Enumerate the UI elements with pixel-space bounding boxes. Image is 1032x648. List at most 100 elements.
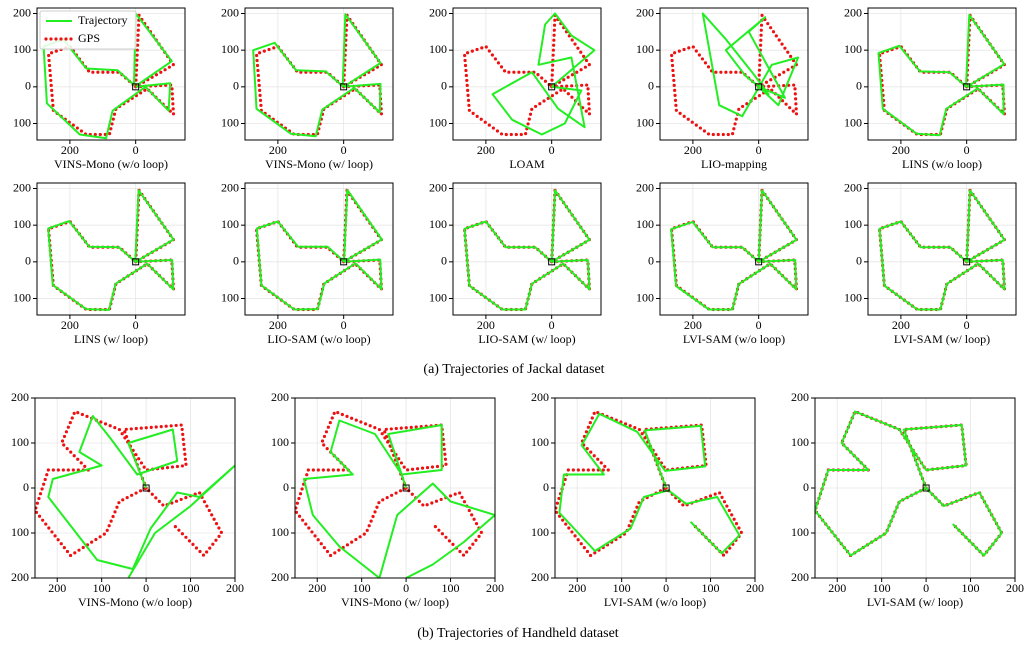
figure-caption: (b) Trajectories of Handheld dataset bbox=[417, 626, 618, 641]
x-tick-label: 0 bbox=[964, 143, 970, 157]
y-tick-label: 100 bbox=[429, 115, 447, 129]
y-tick-label: 0 bbox=[441, 79, 447, 93]
start-marker bbox=[142, 484, 150, 492]
y-tick-label: 100 bbox=[636, 217, 654, 231]
x-tick-label: 100 bbox=[702, 581, 720, 595]
x-tick-label: 200 bbox=[486, 581, 504, 595]
y-tick-label: 200 bbox=[221, 180, 239, 194]
x-tick-label: 0 bbox=[964, 318, 970, 332]
gps-points bbox=[815, 409, 1004, 558]
x-axis-label: LVI-SAM (w/ loop) bbox=[894, 332, 990, 346]
start-marker bbox=[402, 484, 410, 492]
x-tick-label: 0 bbox=[341, 143, 347, 157]
x-tick-label: 200 bbox=[269, 318, 287, 332]
trajectory-line bbox=[815, 410, 1003, 557]
y-tick-label: 0 bbox=[233, 254, 239, 268]
x-tick-label: 200 bbox=[477, 318, 495, 332]
y-tick-label: 100 bbox=[221, 115, 239, 129]
axes-frame bbox=[244, 7, 394, 141]
x-tick-label: 200 bbox=[892, 143, 910, 157]
x-tick-label: 200 bbox=[1006, 581, 1024, 595]
gps-points bbox=[35, 409, 224, 558]
axes-frame bbox=[659, 7, 809, 141]
trajectory-line bbox=[252, 13, 382, 138]
trajectory-line bbox=[878, 189, 1006, 311]
x-axis-label: VINS-Mono (w/ loop) bbox=[265, 157, 373, 171]
y-tick-label: 0 bbox=[856, 254, 862, 268]
x-axis-label: LINS (w/o loop) bbox=[902, 157, 982, 171]
x-axis-label: VINS-Mono (w/ loop) bbox=[341, 595, 449, 609]
x-tick-label: 0 bbox=[143, 581, 149, 595]
y-tick-label: 200 bbox=[429, 180, 447, 194]
y-tick-label: 0 bbox=[233, 79, 239, 93]
y-tick-label: 200 bbox=[11, 390, 29, 404]
x-tick-label: 200 bbox=[308, 581, 326, 595]
x-tick-label: 200 bbox=[892, 318, 910, 332]
x-tick-label: 100 bbox=[613, 581, 631, 595]
axes-frame bbox=[867, 7, 1017, 141]
trajectory-line bbox=[47, 415, 235, 578]
start-marker bbox=[340, 258, 348, 266]
start-marker bbox=[755, 258, 763, 266]
x-axis-label: LVI-SAM (w/o loop) bbox=[683, 332, 785, 346]
x-tick-label: 200 bbox=[269, 143, 287, 157]
y-tick-label: 200 bbox=[531, 390, 549, 404]
y-tick-label: 200 bbox=[429, 5, 447, 19]
y-tick-label: 100 bbox=[844, 290, 862, 304]
axes-frame bbox=[244, 182, 394, 316]
y-tick-label: 0 bbox=[23, 480, 29, 494]
axes-frame bbox=[554, 397, 756, 579]
trajectory-line bbox=[463, 189, 591, 311]
y-tick-label: 200 bbox=[13, 5, 31, 19]
x-tick-label: 0 bbox=[923, 581, 929, 595]
axes-frame bbox=[34, 397, 236, 579]
y-tick-label: 0 bbox=[803, 480, 809, 494]
start-marker bbox=[963, 258, 971, 266]
y-tick-label: 0 bbox=[856, 79, 862, 93]
x-tick-label: 0 bbox=[133, 318, 139, 332]
gps-points bbox=[669, 13, 799, 137]
start-marker bbox=[548, 83, 556, 91]
axes-frame bbox=[452, 182, 602, 316]
y-tick-label: 100 bbox=[13, 115, 31, 129]
axes-frame bbox=[294, 397, 496, 579]
trajectory-line bbox=[701, 12, 800, 118]
x-tick-label: 200 bbox=[48, 581, 66, 595]
y-tick-label: 100 bbox=[221, 42, 239, 56]
y-tick-label: 0 bbox=[25, 79, 31, 93]
x-tick-label: 0 bbox=[756, 318, 762, 332]
trajectory-line bbox=[302, 419, 495, 578]
x-axis-label: VINS-Mono (w/o loop) bbox=[54, 157, 168, 171]
x-tick-label: 0 bbox=[663, 581, 669, 595]
x-tick-label: 200 bbox=[61, 143, 79, 157]
axes-frame bbox=[814, 397, 1016, 579]
x-axis-label: LOAM bbox=[509, 157, 545, 171]
legend-label: GPS bbox=[78, 31, 100, 45]
x-tick-label: 200 bbox=[684, 143, 702, 157]
y-tick-label: 100 bbox=[791, 525, 809, 539]
gps-points bbox=[295, 409, 484, 558]
y-tick-label: 100 bbox=[221, 290, 239, 304]
trajectory-line bbox=[491, 12, 596, 136]
axes-frame bbox=[867, 182, 1017, 316]
y-tick-label: 100 bbox=[221, 217, 239, 231]
start-marker bbox=[132, 258, 140, 266]
axes-frame bbox=[452, 7, 602, 141]
x-tick-label: 100 bbox=[442, 581, 460, 595]
x-axis-label: LVI-SAM (w/ loop) bbox=[867, 595, 963, 609]
y-tick-label: 0 bbox=[283, 480, 289, 494]
x-tick-label: 200 bbox=[477, 143, 495, 157]
y-tick-label: 100 bbox=[13, 290, 31, 304]
y-tick-label: 100 bbox=[636, 42, 654, 56]
x-axis-label: VINS-Mono (w/o loop) bbox=[78, 595, 192, 609]
x-tick-label: 200 bbox=[568, 581, 586, 595]
y-tick-label: 100 bbox=[844, 115, 862, 129]
y-tick-label: 200 bbox=[844, 5, 862, 19]
y-tick-label: 200 bbox=[221, 5, 239, 19]
trajectory-line bbox=[670, 189, 798, 311]
gps-points bbox=[555, 409, 744, 558]
axes-frame bbox=[36, 7, 186, 141]
y-tick-label: 200 bbox=[791, 390, 809, 404]
